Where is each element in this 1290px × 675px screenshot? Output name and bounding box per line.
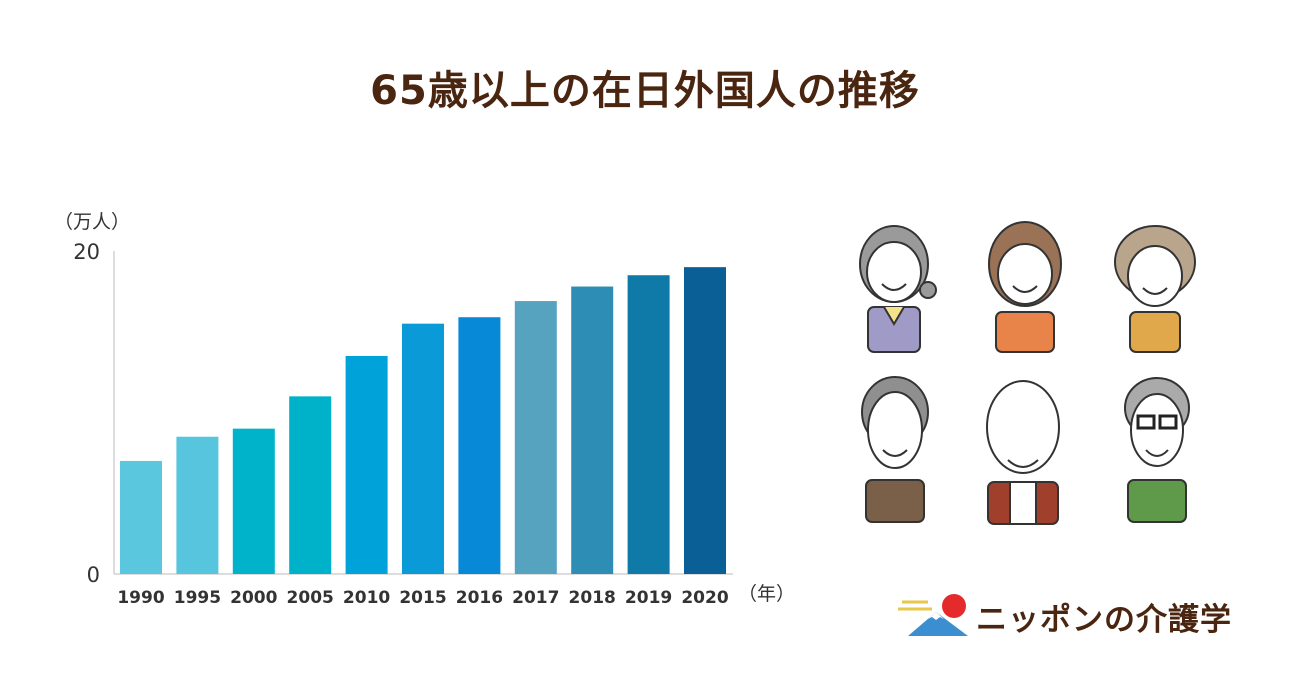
elderly-man-glasses-icon (1124, 377, 1190, 523)
x-tick-label-2019: 2019 (625, 588, 672, 608)
x-tick-label-2018: 2018 (569, 588, 616, 608)
mount-fuji-sun-icon (898, 594, 968, 636)
brand-logo: ニッポンの介護学 (898, 592, 1258, 644)
y-tick-label: 0 (87, 563, 100, 587)
elderly-man-brown-vest-icon (861, 376, 929, 523)
x-tick-label-2000: 2000 (230, 588, 277, 608)
x-tick-label-2010: 2010 (343, 588, 390, 608)
x-tick-label-2016: 2016 (456, 588, 503, 608)
x-tick-label-2017: 2017 (512, 588, 559, 608)
bar-2000 (232, 428, 275, 574)
y-tick-label: 20 (73, 240, 100, 264)
woman-brown-hair-icon (988, 221, 1062, 353)
bar-1995 (176, 436, 219, 574)
elderly-woman-grey-hair-icon (859, 225, 937, 353)
x-axis-unit-label: （年） (738, 583, 795, 605)
logo-text: ニッポンの介護学 (976, 602, 1232, 638)
bar-2017 (514, 301, 557, 574)
bar-1990 (120, 460, 162, 574)
x-tick-label-1990: 1990 (117, 588, 164, 608)
bar-2010 (345, 355, 388, 574)
bar-2015 (402, 323, 444, 574)
bar-2016 (458, 317, 501, 574)
elderly-bald-man-icon (986, 380, 1060, 525)
y-axis-unit-label: （万人） (54, 211, 130, 233)
bar-chart: （万人） 0 20 1990 1995 2000 2005 2010 2015 2016 2017 2… (54, 211, 795, 608)
x-tick-label-1995: 1995 (174, 588, 221, 608)
bar-2018 (571, 286, 614, 574)
chart-title: 65歳以上の在日外国人の推移 (370, 68, 920, 114)
x-tick-label-2005: 2005 (287, 588, 334, 608)
x-tick-label-2020: 2020 (681, 588, 728, 608)
elderly-people-illustration (859, 221, 1196, 525)
bar-2020 (684, 267, 726, 574)
elderly-woman-curly-hair-icon (1114, 225, 1196, 353)
bar-2005 (289, 396, 332, 574)
x-tick-label-2015: 2015 (399, 588, 446, 608)
bar-2019 (627, 275, 670, 574)
